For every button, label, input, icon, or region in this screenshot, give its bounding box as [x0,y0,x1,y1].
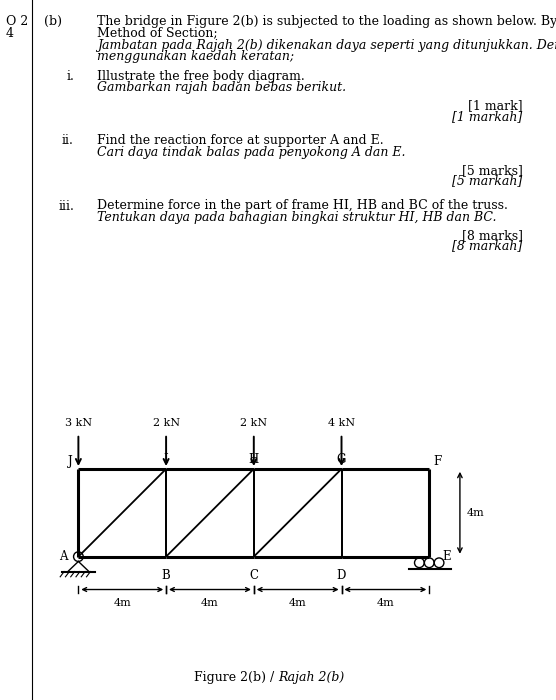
Text: Cari daya tindak balas pada penyokong A dan E.: Cari daya tindak balas pada penyokong A … [97,146,406,159]
Text: 4m: 4m [113,598,131,608]
Text: G: G [337,454,346,466]
Text: D: D [337,568,346,582]
Text: Determine force in the part of frame HI, HB and BC of the truss.: Determine force in the part of frame HI,… [97,199,508,213]
Text: i.: i. [67,70,75,83]
Text: H: H [249,454,259,466]
Text: Gambarkan rajah badan bebas berikut.: Gambarkan rajah badan bebas berikut. [97,81,346,94]
Text: 2 kN: 2 kN [152,419,180,428]
Text: 4m: 4m [466,508,484,518]
Text: B: B [162,568,171,582]
Text: Find the reaction force at supporter A and E.: Find the reaction force at supporter A a… [97,134,384,148]
Text: Rajah 2(b): Rajah 2(b) [278,671,344,684]
Text: A: A [59,550,67,563]
Text: 4m: 4m [376,598,394,608]
Text: iii.: iii. [58,199,75,213]
Text: C: C [249,568,259,582]
Text: Illustrate the free body diagram.: Illustrate the free body diagram. [97,70,305,83]
Text: Method of Section;: Method of Section; [97,27,218,40]
Text: 4: 4 [6,27,13,40]
Text: (b): (b) [44,15,62,29]
Text: I: I [163,454,168,466]
Text: 3 kN: 3 kN [65,419,92,428]
Text: The bridge in Figure 2(b) is subjected to the loading as shown below. By using: The bridge in Figure 2(b) is subjected t… [97,15,556,29]
Text: Jambatan pada Rajah 2(b) dikenakan daya seperti yang ditunjukkan. Dengan: Jambatan pada Rajah 2(b) dikenakan daya … [97,38,556,52]
Text: J: J [68,455,73,468]
Text: O 2: O 2 [6,15,28,29]
Text: ii.: ii. [61,134,73,148]
Text: Figure 2(b) /: Figure 2(b) / [193,671,278,684]
Text: [8 marks]: [8 marks] [461,229,523,242]
Text: [5 marks]: [5 marks] [462,164,523,177]
Text: 4m: 4m [201,598,219,608]
Text: 4m: 4m [289,598,306,608]
Text: [1 mark]: [1 mark] [468,99,523,113]
Text: 2 kN: 2 kN [240,419,267,428]
Text: [8 markah]: [8 markah] [453,239,523,253]
Text: E: E [443,550,451,563]
Text: Tentukan daya pada bahagian bingkai struktur HI, HB dan BC.: Tentukan daya pada bahagian bingkai stru… [97,211,497,224]
Text: [1 markah]: [1 markah] [453,110,523,123]
Text: menggunakan kaedah keratan;: menggunakan kaedah keratan; [97,50,295,63]
Text: F: F [434,455,442,468]
Text: [5 markah]: [5 markah] [453,174,523,188]
Text: 4 kN: 4 kN [328,419,355,428]
